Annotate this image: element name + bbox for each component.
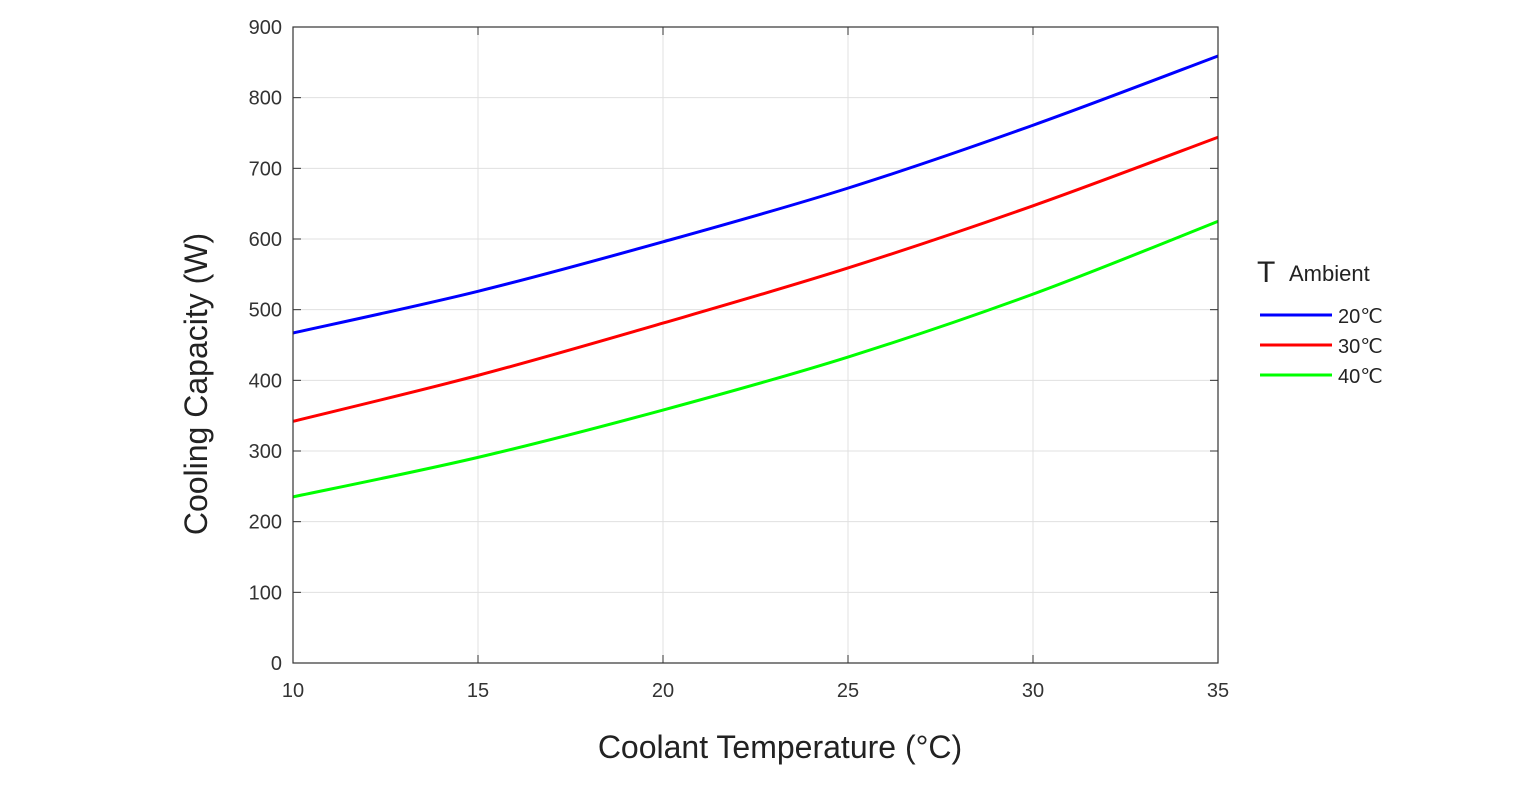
legend-title-main: T — [1257, 256, 1275, 289]
x-tick-label: 25 — [837, 680, 859, 702]
legend: T Ambient 20℃ 30℃ 40℃ — [1257, 256, 1383, 388]
series-lines — [292, 54, 1219, 499]
x-axis-label: Coolant Temperature (°C) — [598, 729, 962, 765]
y-tick-label: 400 — [249, 370, 282, 392]
plot-frame — [292, 26, 1219, 664]
legend-label-2: 40℃ — [1338, 366, 1383, 388]
x-tick-label: 20 — [652, 680, 674, 702]
y-tick-label: 0 — [271, 653, 282, 675]
y-tick-label: 800 — [249, 88, 282, 110]
y-tick-label: 300 — [249, 441, 282, 463]
y-tick-label: 500 — [249, 300, 282, 322]
y-tick-label: 600 — [249, 229, 282, 251]
y-tick-label: 700 — [249, 158, 282, 180]
legend-label-1: 30℃ — [1338, 336, 1383, 358]
legend-title-sub: Ambient — [1289, 261, 1370, 286]
series-line-2 — [292, 219, 1219, 499]
y-axis-label: Cooling Capacity (W) — [178, 233, 214, 535]
x-tick-label: 10 — [282, 680, 304, 702]
x-tick-label: 35 — [1207, 680, 1229, 702]
y-tick-label: 100 — [249, 582, 282, 604]
y-tick-label: 200 — [249, 512, 282, 534]
x-tick-label: 30 — [1022, 680, 1044, 702]
x-tick-label: 15 — [467, 680, 489, 702]
grid — [292, 26, 1219, 664]
series-line-1 — [292, 135, 1219, 423]
y-tick-label: 900 — [249, 17, 282, 39]
series-line-0 — [292, 54, 1219, 335]
legend-label-0: 20℃ — [1338, 306, 1383, 328]
ticks: 10 15 20 25 30 35 0 100 200 300 400 500 600 700 800 900 — [249, 17, 1230, 702]
